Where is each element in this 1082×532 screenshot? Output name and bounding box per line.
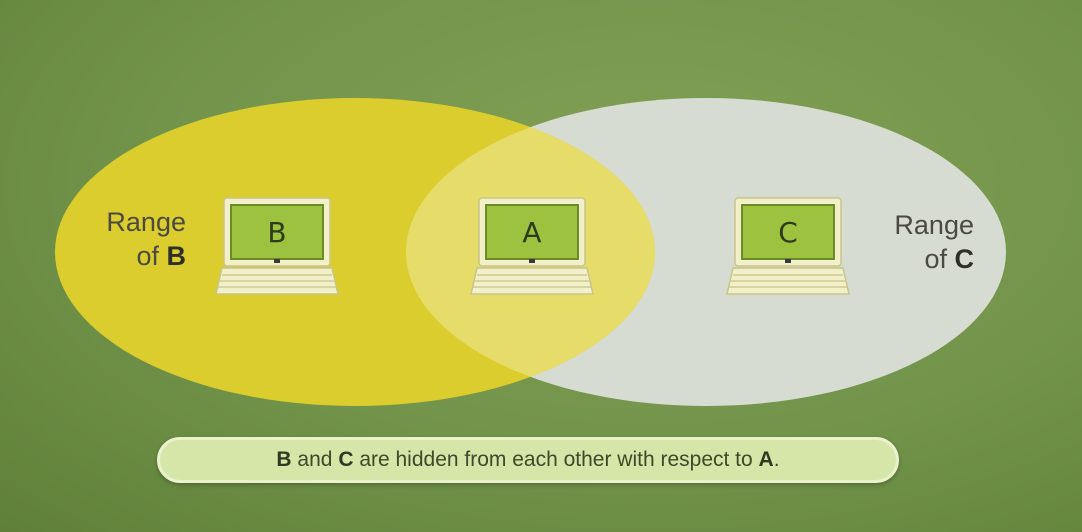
node-a-letter: A [522,216,541,249]
caption-and: and [291,448,339,471]
range-c-label-prefix: of [924,244,955,274]
caption-banner: B and C are hidden from each other with … [157,437,899,483]
range-b-label: Range of B [96,205,186,273]
laptop-a-icon: A [470,197,594,295]
range-c-label-letter: C [954,244,975,274]
caption-c: C [338,448,354,471]
node-b-letter: B [267,216,286,249]
range-b-label-letter: B [166,241,187,271]
range-c-label-line2: of C [884,242,974,276]
range-c-label: Range of C [884,208,974,276]
laptop-b-icon: B [215,197,339,295]
caption-end: . [773,448,780,471]
range-c-label-line1: Range [894,210,974,240]
range-b-label-prefix: of [136,241,167,271]
caption-middle: are hidden from each other with respect … [353,448,759,471]
laptop-c-icon: C [726,197,850,295]
caption-a: A [758,448,774,471]
node-c-letter: C [778,216,798,249]
range-b-label-line1: Range [106,207,186,237]
range-b-label-line2: of B [96,239,186,273]
caption-b: B [276,448,292,471]
range-overlap [406,98,655,406]
